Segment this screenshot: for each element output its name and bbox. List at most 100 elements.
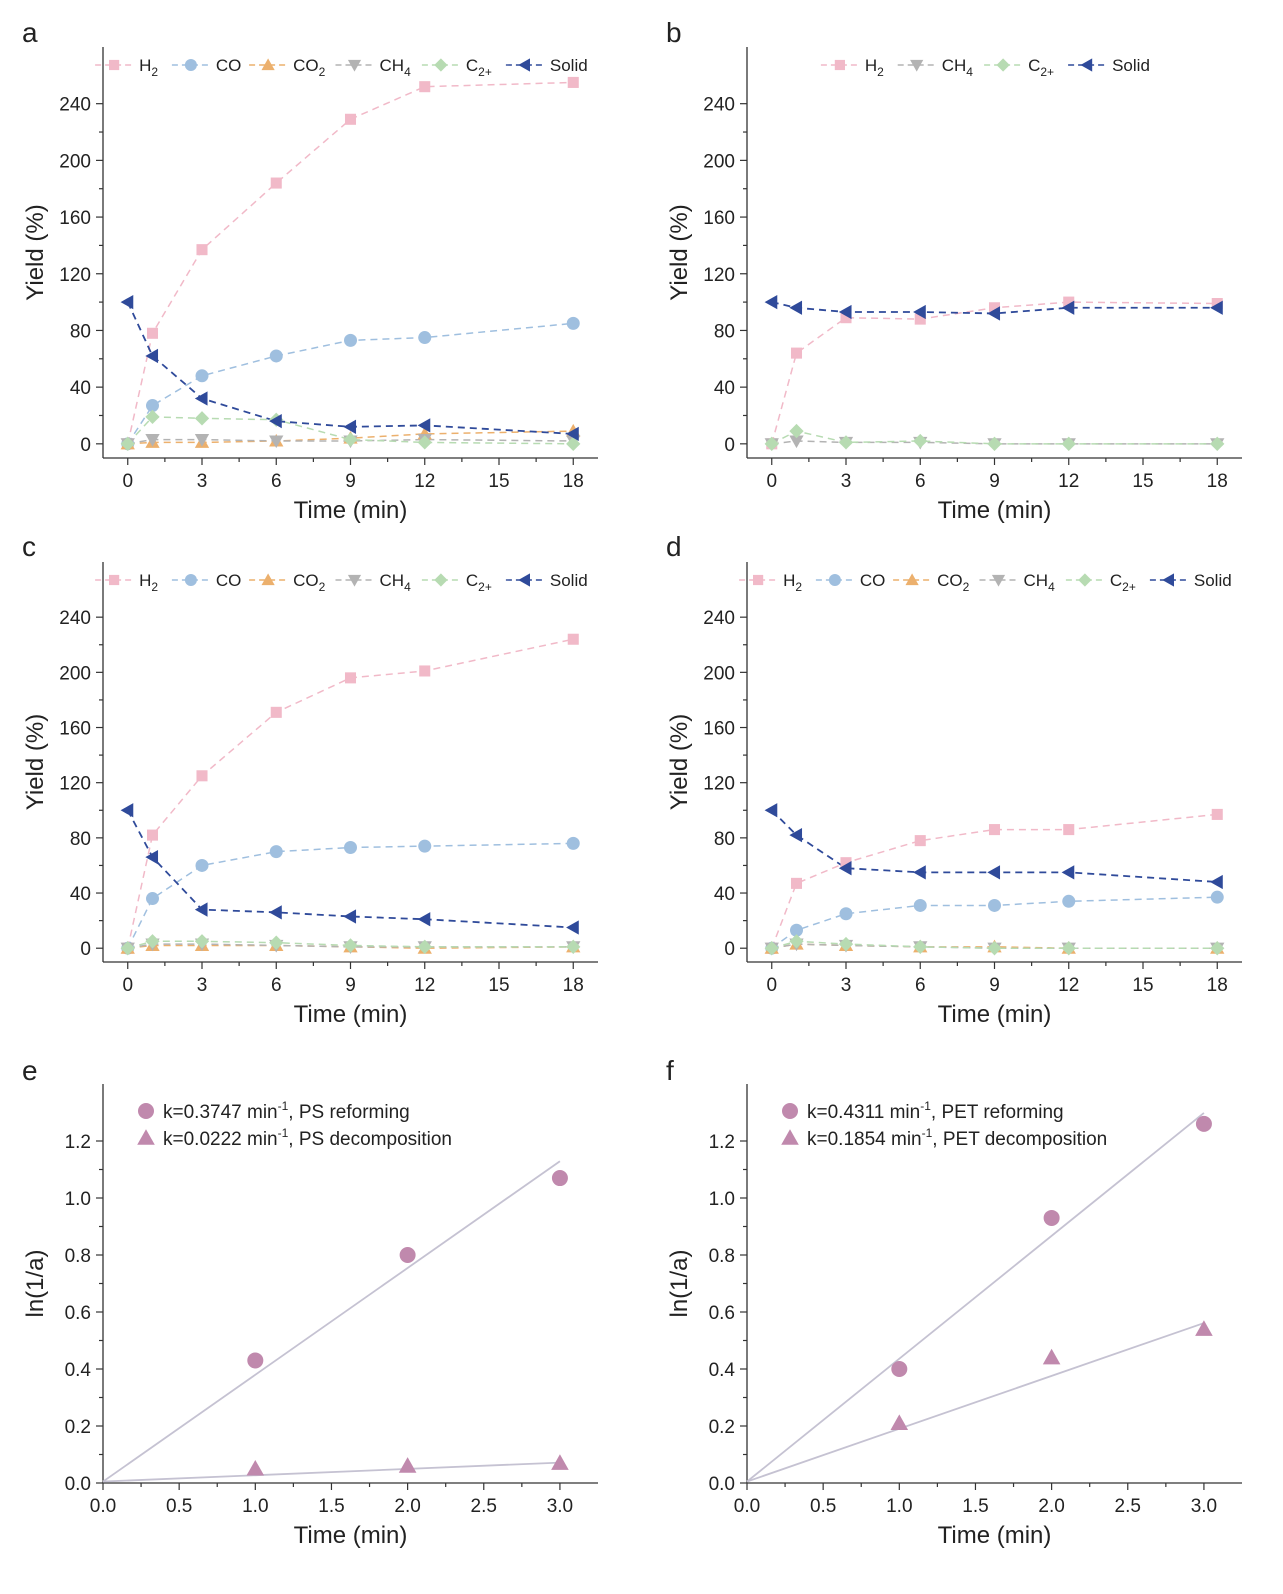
y-tick-label: 240 [59, 608, 91, 629]
x-tick-label: 3 [841, 471, 852, 492]
legend: H2 CO CO2 CH4 C2+ Solid [739, 571, 1232, 594]
y-axis-title: Yield (%) [22, 204, 49, 300]
data-point-h2 [344, 113, 357, 125]
y-tick-label: 1.2 [65, 1132, 91, 1153]
legend-label: C2+ [1028, 56, 1054, 79]
data-point-c2plus [269, 935, 284, 950]
legend-item-co2: CO2 [249, 56, 326, 79]
legend-label-main: Solid [1194, 571, 1232, 590]
y-axis-title: Yield (%) [666, 714, 693, 810]
data-point-h2 [146, 829, 159, 841]
y-tick-label: 120 [59, 265, 91, 286]
data-point-solid [145, 348, 159, 364]
x-tick-label: 18 [1207, 975, 1228, 996]
y-tick-label: 1.2 [709, 1132, 735, 1153]
y-tick-label: 40 [714, 378, 735, 399]
legend: H2 CO CO2 CH4 C2+ Solid [95, 56, 588, 79]
data-point-h2 [270, 706, 282, 718]
data-point-ch4 [194, 434, 210, 447]
legend-k-unit-exponent: -1 [922, 1126, 933, 1140]
data-point-reforming [1043, 1209, 1060, 1226]
legend-label-sub: 2 [877, 65, 884, 79]
x-tick-label: 3 [197, 975, 208, 996]
data-point-solid [566, 426, 579, 442]
legend-label: CH4 [942, 56, 974, 79]
legend-item-c2plus: C2+ [421, 56, 492, 79]
data-point-c2plus [1061, 941, 1076, 956]
data-point-co [566, 316, 580, 330]
legend-label: C2+ [466, 56, 492, 79]
data-point-co [344, 841, 357, 855]
data-point-solid [417, 912, 431, 927]
data-point-ch4 [269, 435, 284, 449]
fit-line-decomposition [746, 1322, 1205, 1483]
data-point-co [790, 923, 803, 937]
series-line-co [127, 842, 574, 949]
y-tick-label: 80 [714, 829, 735, 850]
panel-e: e 0.0 0.2 0.4 0.6 0.8 1.0 1.2 0.0 0.5 1.0 1.5 2.0 2.5… [22, 1055, 598, 1549]
data-point-decomposition [890, 1414, 909, 1430]
data-point-h2 [344, 672, 357, 684]
data-point-decomposition [246, 1459, 265, 1476]
x-tick-label: 9 [989, 975, 1000, 996]
legend-label: C2+ [1110, 571, 1136, 594]
x-axis-title: Time (min) [938, 1001, 1052, 1028]
y-tick-label: 160 [59, 208, 91, 229]
legend-marker [905, 573, 919, 586]
legend: k=0.3747 min-1, PS reforming k=0.0222 min… [137, 1099, 452, 1150]
data-point-solid [913, 865, 926, 880]
legend-marker [1078, 573, 1092, 587]
legend-label: CO2 [293, 571, 326, 594]
data-point-c2plus [194, 934, 210, 949]
data-point-c2plus [764, 941, 779, 956]
legend-item-h2: H2 [95, 571, 158, 594]
data-point-decomposition [398, 1457, 417, 1473]
legend-label-main: CH [380, 571, 405, 590]
legend-marker [184, 59, 197, 71]
legend-label-sub: 2+ [478, 65, 492, 79]
panel-b: b 0 40 80 120 160 200 240 0 3 6 9 12 15 18 Time (min) Yi… [666, 17, 1242, 524]
legend-label-main: C [466, 571, 478, 590]
x-tick-label: 18 [563, 975, 584, 996]
legend-label: H2 [783, 571, 802, 594]
legend-marker [137, 1129, 155, 1145]
legend-item-ch4: CH4 [335, 56, 411, 79]
data-point-solid [145, 850, 159, 865]
data-point-solid [1210, 874, 1223, 890]
x-tick-label: 6 [915, 975, 926, 996]
data-point-reforming [1195, 1115, 1212, 1132]
legend: k=0.4311 min-1, PET reforming k=0.1854 mi… [781, 1099, 1107, 1150]
y-tick-label: 0.8 [65, 1246, 91, 1267]
x-tick-label: 3 [197, 471, 208, 492]
data-point-co [146, 399, 159, 413]
legend-marker [347, 574, 362, 587]
legend-label: CH4 [1024, 571, 1056, 594]
data-point-c2plus [838, 435, 854, 450]
data-point-solid [913, 304, 926, 320]
data-point-co [269, 845, 283, 859]
y-axis-title: Yield (%) [666, 204, 693, 300]
y-tick-label: 0.0 [65, 1474, 91, 1495]
data-point-solid [120, 294, 134, 310]
x-tick-label: 0 [766, 975, 777, 996]
data-point-c2plus [566, 436, 581, 451]
legend-label-main: H [865, 56, 877, 75]
legend-label-sub: 2 [319, 580, 326, 594]
legend-item-c2plus: C2+ [984, 56, 1054, 79]
data-point-h2 [1063, 296, 1075, 308]
legend-item-h2: H2 [820, 56, 884, 79]
legend-marker [910, 59, 924, 72]
data-point-c2plus [343, 938, 358, 953]
legend-label-sub: 2+ [1040, 65, 1054, 79]
x-tick-label: 3.0 [1191, 1496, 1217, 1517]
panel-letter: c [22, 531, 36, 562]
x-tick-label: 12 [1058, 975, 1079, 996]
data-point-decomposition [1195, 1320, 1213, 1336]
data-point-solid [417, 418, 431, 433]
y-tick-label: 200 [59, 151, 91, 172]
legend-k-value: k=0.3747 min [163, 1102, 278, 1123]
legend-label-main: H [139, 56, 151, 75]
legend-label: k=0.1854 min-1, PET decomposition [807, 1126, 1107, 1150]
data-point-c2plus [120, 436, 135, 451]
